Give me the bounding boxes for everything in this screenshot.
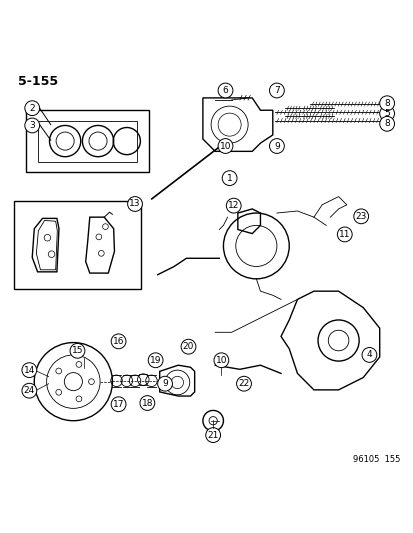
Text: 18: 18 xyxy=(141,399,153,408)
Text: 16: 16 xyxy=(113,337,124,346)
Circle shape xyxy=(269,83,284,98)
Text: 14: 14 xyxy=(24,366,35,375)
Circle shape xyxy=(337,227,351,242)
Circle shape xyxy=(222,171,237,185)
Circle shape xyxy=(379,106,394,121)
Circle shape xyxy=(157,376,172,391)
Circle shape xyxy=(353,209,368,224)
FancyBboxPatch shape xyxy=(38,120,137,161)
Text: 96105  155: 96105 155 xyxy=(352,455,399,464)
Circle shape xyxy=(218,139,233,154)
Circle shape xyxy=(22,383,37,398)
Text: 8: 8 xyxy=(383,99,389,108)
Text: 5-155: 5-155 xyxy=(18,75,58,88)
Text: 11: 11 xyxy=(338,230,350,239)
Text: 1: 1 xyxy=(226,174,232,183)
Circle shape xyxy=(214,353,228,368)
Text: 5: 5 xyxy=(383,109,389,118)
FancyBboxPatch shape xyxy=(26,110,149,172)
Circle shape xyxy=(70,343,85,358)
Text: 12: 12 xyxy=(228,201,239,210)
Circle shape xyxy=(22,363,37,377)
Circle shape xyxy=(25,118,40,133)
Text: 9: 9 xyxy=(162,379,168,388)
Circle shape xyxy=(218,83,233,98)
Text: 20: 20 xyxy=(183,342,194,351)
Circle shape xyxy=(269,139,284,154)
Circle shape xyxy=(111,397,126,411)
Text: 23: 23 xyxy=(355,212,366,221)
Text: 10: 10 xyxy=(215,356,227,365)
Text: 19: 19 xyxy=(150,356,161,365)
Circle shape xyxy=(148,353,163,368)
Text: 2: 2 xyxy=(29,104,35,112)
Circle shape xyxy=(379,96,394,111)
Text: 6: 6 xyxy=(222,86,228,95)
Text: 17: 17 xyxy=(113,400,124,409)
Text: 10: 10 xyxy=(219,142,231,150)
Circle shape xyxy=(180,340,195,354)
Circle shape xyxy=(379,116,394,131)
Circle shape xyxy=(127,197,142,212)
Text: 21: 21 xyxy=(207,431,218,440)
Text: 22: 22 xyxy=(238,379,249,388)
Text: 4: 4 xyxy=(366,350,371,359)
Circle shape xyxy=(361,348,376,362)
Text: 24: 24 xyxy=(24,386,35,395)
Text: 7: 7 xyxy=(273,86,279,95)
Text: 9: 9 xyxy=(273,142,279,150)
Text: 15: 15 xyxy=(71,346,83,356)
Circle shape xyxy=(205,427,220,442)
Circle shape xyxy=(226,198,240,213)
Circle shape xyxy=(25,101,40,116)
Circle shape xyxy=(236,376,251,391)
Circle shape xyxy=(111,334,126,349)
FancyBboxPatch shape xyxy=(14,201,141,289)
Text: 8: 8 xyxy=(383,119,389,128)
Text: 3: 3 xyxy=(29,121,35,130)
Circle shape xyxy=(140,395,154,410)
Text: 13: 13 xyxy=(129,199,140,208)
